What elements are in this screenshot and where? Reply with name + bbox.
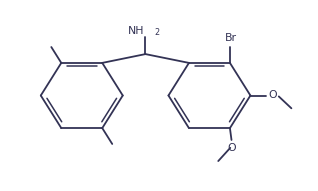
Text: O: O xyxy=(268,91,277,100)
Text: 2: 2 xyxy=(154,28,159,37)
Text: Br: Br xyxy=(225,33,237,43)
Text: O: O xyxy=(227,143,236,153)
Text: NH: NH xyxy=(128,26,145,36)
